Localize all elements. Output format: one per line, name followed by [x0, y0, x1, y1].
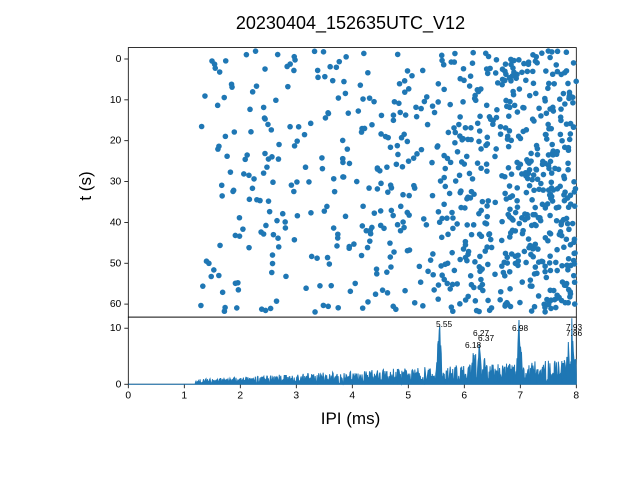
svg-text:IPI (ms): IPI (ms) [321, 409, 381, 428]
svg-text:7.86: 7.86 [566, 328, 583, 338]
svg-text:5: 5 [405, 390, 411, 401]
svg-text:6: 6 [461, 390, 467, 401]
svg-text:3: 3 [293, 390, 299, 401]
svg-text:2: 2 [237, 390, 243, 401]
svg-text:7: 7 [517, 390, 523, 401]
svg-text:t (s): t (s) [76, 171, 95, 200]
svg-text:4: 4 [349, 390, 355, 401]
svg-text:50: 50 [110, 258, 122, 269]
svg-text:0: 0 [125, 390, 131, 401]
svg-text:60: 60 [110, 299, 122, 310]
svg-text:20230404_152635UTC_V12: 20230404_152635UTC_V12 [236, 13, 465, 34]
svg-text:6.18: 6.18 [465, 340, 482, 350]
svg-text:5.55: 5.55 [436, 319, 453, 329]
svg-text:8: 8 [573, 390, 579, 401]
svg-text:1: 1 [181, 390, 187, 401]
svg-text:10: 10 [110, 95, 122, 106]
svg-text:0: 0 [116, 379, 122, 390]
svg-text:0: 0 [116, 54, 122, 65]
svg-text:40: 40 [110, 217, 122, 228]
svg-text:30: 30 [110, 177, 122, 188]
svg-text:6.98: 6.98 [512, 323, 529, 333]
svg-text:10: 10 [110, 323, 122, 334]
svg-text:20: 20 [110, 136, 122, 147]
